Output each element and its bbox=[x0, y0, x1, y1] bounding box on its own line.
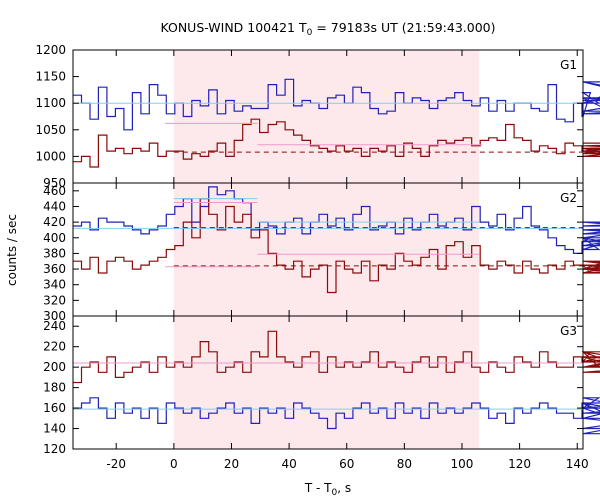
y-tick-label: 200 bbox=[43, 360, 66, 374]
y-tick-label: 160 bbox=[43, 401, 66, 415]
panel-g3-series-blue bbox=[73, 397, 600, 435]
frames-layer: G1 G2 G3 bbox=[72, 49, 584, 450]
x-axis-title-subscript: 0 bbox=[332, 488, 338, 498]
x-axis-title: T - T0, s bbox=[304, 481, 351, 498]
levels-layer bbox=[73, 102, 583, 410]
y-tick-label: 300 bbox=[43, 309, 66, 323]
chart-highlight-region bbox=[173, 50, 480, 449]
chart-title-subscript: 0 bbox=[307, 28, 313, 38]
y-tick-label: 380 bbox=[43, 246, 66, 260]
y-tick-label: 240 bbox=[43, 319, 66, 333]
panel-label: G2 bbox=[560, 191, 577, 205]
panel-label: G3 bbox=[560, 324, 577, 338]
y-tick-label: 440 bbox=[43, 199, 66, 213]
x-tick-label: 60 bbox=[339, 457, 354, 471]
x-tick-label: -20 bbox=[106, 457, 126, 471]
x-tick-label: 0 bbox=[170, 457, 178, 471]
y-tick-label: 140 bbox=[43, 422, 66, 436]
y-tick-label: 360 bbox=[43, 262, 66, 276]
y-tick-label: 340 bbox=[43, 278, 66, 292]
x-tick-label: 140 bbox=[566, 457, 589, 471]
y-tick-label: 1000 bbox=[35, 149, 66, 163]
chart-title-rest: = 79183s UT (21:59:43.000) bbox=[312, 20, 495, 35]
x-axis-title-main: T - T bbox=[304, 481, 332, 495]
x-tick-label: 100 bbox=[451, 457, 474, 471]
x-tick-label: 40 bbox=[281, 457, 296, 471]
panel-g3-series-red bbox=[73, 330, 600, 384]
y-tick-label: 1050 bbox=[35, 123, 66, 137]
y-tick-label: 320 bbox=[43, 293, 66, 307]
y-tick-label: 1200 bbox=[35, 43, 66, 57]
x-tick-label: 80 bbox=[397, 457, 412, 471]
y-axis-title: counts / sec bbox=[5, 214, 19, 286]
panel-g1-series-red bbox=[73, 118, 600, 168]
y-tick-label: 1100 bbox=[35, 96, 66, 110]
panel-label: G1 bbox=[560, 58, 577, 72]
x-axis-title-rest: , s bbox=[337, 481, 351, 495]
y-tick-label: 120 bbox=[43, 442, 66, 456]
y-tick-label: 950 bbox=[43, 176, 66, 190]
y-tick-label: 400 bbox=[43, 231, 66, 245]
y-tick-label: 220 bbox=[43, 340, 66, 354]
chart-title: KONUS-WIND 100421 T0 = 79183s UT (21:59:… bbox=[160, 20, 495, 38]
chart-title-main: KONUS-WIND 100421 T bbox=[160, 20, 306, 35]
x-tick-label: 20 bbox=[224, 457, 239, 471]
panel-g2-series-red bbox=[73, 198, 600, 294]
panel-g3-frame bbox=[72, 315, 584, 450]
ticks-layer: 9501000105011001150120030032034036038040… bbox=[35, 43, 588, 471]
y-tick-label: 420 bbox=[43, 215, 66, 229]
x-tick-label: 120 bbox=[508, 457, 531, 471]
y-tick-label: 1150 bbox=[35, 70, 66, 84]
y-tick-label: 460 bbox=[43, 184, 66, 198]
y-tick-label: 180 bbox=[43, 381, 66, 395]
